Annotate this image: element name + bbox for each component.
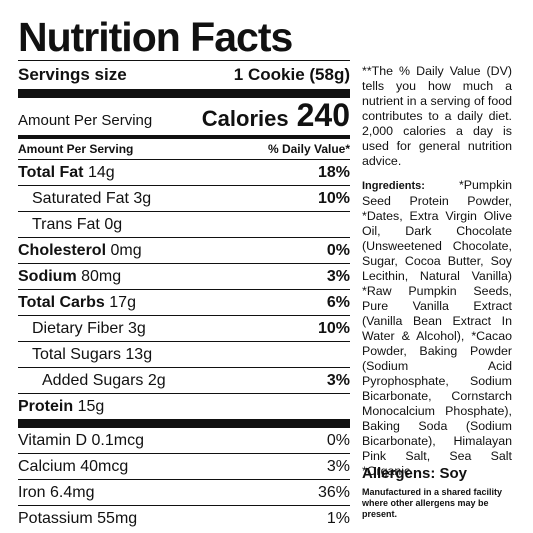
divider — [18, 60, 350, 61]
nutrient-amount: 80mg — [81, 267, 122, 285]
nutrient-row-trans-fat: Trans Fat 0g — [18, 212, 350, 238]
nutrient-amount: 13g — [125, 345, 153, 363]
vitamin-row: Potassium 55mg 1% — [18, 506, 350, 531]
ingredients-section: Ingredients: *Pumpkin Seed Protein Powde… — [362, 178, 512, 479]
nutrient-row-total-fat: Total Fat 14g 18% — [18, 160, 350, 186]
nutrient-name: Total Sugars — [32, 345, 121, 363]
nutrient-amount: 0mg — [110, 241, 142, 259]
ingredients-label: Ingredients: — [362, 180, 425, 192]
nutrient-row-total-carbs: Total Carbs 17g 6% — [18, 290, 350, 316]
servings-value: 1 Cookie (58g) — [233, 65, 350, 84]
vitamin-label: Potassium 55mg — [18, 509, 138, 527]
nutrient-amount: 17g — [109, 293, 136, 311]
nutrient-name: Dietary Fiber — [32, 319, 124, 337]
nutrient-amount: 3g — [133, 189, 152, 207]
nutrient-name: Added Sugars — [42, 371, 144, 389]
thick-divider — [18, 89, 350, 98]
vitamin-row: Iron 6.4mg 36% — [18, 480, 350, 506]
servings-label: Servings size — [18, 65, 127, 84]
nutrient-amount: 2g — [147, 371, 166, 389]
nutrient-name: Sodium — [18, 267, 77, 285]
servings-row: Servings size 1 Cookie (58g) — [18, 61, 350, 89]
nutrient-row-cholesterol: Cholesterol 0mg 0% — [18, 238, 350, 264]
allergens-statement: Allergens: Soy — [362, 465, 468, 482]
nutrient-dv: 3% — [326, 371, 350, 389]
vitamin-label: Calcium 40mcg — [18, 457, 129, 475]
vitamin-row: Vitamin D 0.1mcg 0% — [18, 428, 350, 454]
nutrient-row-protein: Protein 15g — [18, 394, 350, 419]
vitamin-dv: 0% — [326, 431, 350, 449]
nutrition-facts-panel: Nutrition Facts Servings size 1 Cookie (… — [18, 14, 350, 531]
calories-label: Calories — [201, 106, 289, 131]
nutrient-dv: 6% — [326, 293, 350, 311]
nutrient-name: Saturated Fat — [32, 189, 129, 207]
vitamin-dv: 36% — [317, 483, 350, 501]
nutrient-amount: 15g — [77, 397, 105, 415]
amount-per-serving-label: Amount Per Serving — [18, 112, 153, 129]
dv-header-left: Amount Per Serving — [18, 142, 134, 156]
nutrient-dv: 0% — [326, 241, 350, 259]
daily-value-header: Amount Per Serving % Daily Value* — [18, 139, 350, 160]
nutrient-row-saturated-fat: Saturated Fat 3g 10% — [18, 186, 350, 212]
dv-header-right: % Daily Value* — [267, 142, 350, 156]
nutrient-name: Trans Fat — [32, 215, 100, 233]
nutrient-row-sodium: Sodium 80mg 3% — [18, 264, 350, 290]
calories-value: 240 — [296, 97, 350, 133]
nutrient-amount: 3g — [128, 319, 146, 337]
nutrient-amount: 14g — [87, 163, 115, 181]
nutrient-dv: 10% — [317, 189, 350, 207]
calories-block: Calories 240 — [202, 99, 350, 132]
nutrient-name: Total Carbs — [18, 293, 105, 311]
panel-title: Nutrition Facts — [18, 14, 293, 60]
nutrient-amount: 0g — [104, 215, 123, 233]
calories-row: Amount Per Serving Calories 240 — [18, 98, 350, 135]
medium-divider — [18, 135, 350, 139]
vitamin-label: Vitamin D 0.1mcg — [18, 431, 144, 449]
nutrient-dv: 3% — [326, 267, 350, 285]
manufacturing-note: Manufactured in a shared facility where … — [362, 487, 503, 519]
nutrient-row-added-sugars: Added Sugars 2g 3% — [18, 368, 350, 394]
daily-value-note: **The % Daily Value (DV) tells you how m… — [362, 64, 512, 168]
nutrient-name: Protein — [18, 397, 74, 415]
nutrient-name: Total Fat — [18, 163, 84, 181]
vitamin-row: Calcium 40mcg 3% — [18, 454, 350, 480]
nutrient-row-total-sugars: Total Sugars 13g — [18, 342, 350, 368]
vitamin-dv: 3% — [326, 457, 350, 475]
nutrient-row-dietary-fiber: Dietary Fiber 3g 10% — [18, 316, 350, 342]
vitamin-dv: 1% — [326, 509, 350, 527]
thick-divider — [18, 419, 350, 428]
nutrient-dv: 10% — [317, 319, 350, 337]
vitamin-label: Iron 6.4mg — [18, 483, 95, 501]
nutrient-name: Cholesterol — [18, 241, 107, 259]
nutrient-dv: 18% — [317, 163, 350, 181]
ingredients-text: *Pumpkin Seed Protein Powder, *Dates, Ex… — [362, 178, 512, 478]
